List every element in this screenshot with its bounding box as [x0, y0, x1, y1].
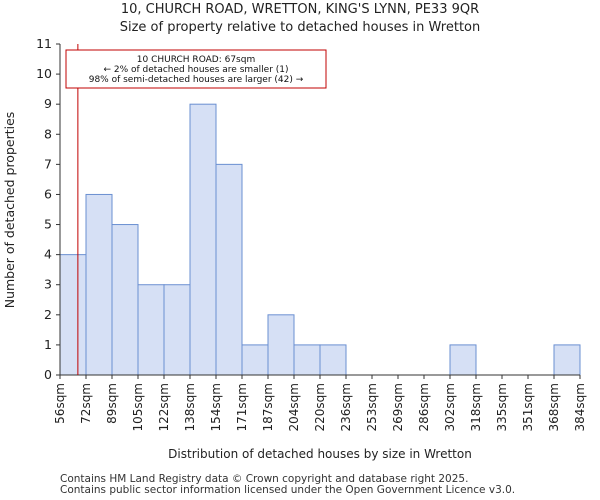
x-tick-label: 236sqm	[339, 383, 353, 431]
y-tick-label: 7	[44, 156, 52, 171]
y-tick-label: 6	[44, 186, 52, 201]
x-tick-label: 302sqm	[443, 383, 457, 431]
x-tick-label: 187sqm	[261, 383, 275, 431]
y-tick-label: 0	[44, 367, 52, 382]
x-tick-label: 171sqm	[235, 383, 249, 431]
bar-187sqm	[267, 314, 295, 376]
x-tick-label: 105sqm	[131, 383, 145, 431]
annotation-line-3: 98% of semi-detached houses are larger (…	[89, 75, 304, 85]
y-tick-label: 4	[44, 247, 52, 262]
bars-group	[59, 103, 581, 376]
bar-122sqm	[163, 284, 191, 376]
annotation-line-1: 10 CHURCH ROAD: 67sqm	[137, 55, 255, 65]
y-tick-label: 8	[44, 126, 52, 141]
footer-line-2: Contains public sector information licen…	[60, 484, 516, 496]
x-tick-label: 122sqm	[157, 383, 171, 431]
bar-105sqm	[137, 284, 165, 376]
y-axis-label: Number of detached properties	[2, 112, 17, 309]
x-tick-label: 253sqm	[365, 383, 379, 431]
x-tick-label: 286sqm	[417, 383, 431, 431]
bar-56sqm	[59, 254, 87, 376]
x-tick-label: 351sqm	[521, 383, 535, 431]
x-tick-label: 204sqm	[287, 383, 301, 431]
histogram-chart: 0 1 2 3 4 5 6 7 8 9 10 11 56sqm 72sqm 89sqm 105sqm 122s…	[2, 36, 587, 461]
x-tick-label: 318sqm	[469, 383, 483, 431]
x-axis: 56sqm 72sqm 89sqm 105sqm 122sqm 138sqm 154sqm 1…	[53, 375, 587, 431]
x-tick-label: 269sqm	[391, 383, 405, 431]
y-tick-label: 5	[44, 217, 52, 232]
bar-89sqm	[111, 224, 139, 376]
annotation-line-2: ← 2% of detached houses are smaller (1)	[103, 65, 288, 75]
bar-302sqm	[449, 344, 477, 376]
chart-title: 10, CHURCH ROAD, WRETTON, KING'S LYNN, P…	[120, 2, 480, 17]
bar-72sqm	[85, 193, 113, 376]
footer-line-1: Contains HM Land Registry data © Crown c…	[60, 473, 469, 485]
y-tick-label: 2	[44, 307, 52, 322]
x-tick-label: 89sqm	[105, 383, 119, 424]
y-tick-label: 11	[36, 36, 52, 51]
x-tick-label: 72sqm	[79, 383, 93, 424]
bar-204sqm	[293, 344, 321, 376]
x-tick-label: 368sqm	[547, 383, 561, 431]
x-tick-label: 220sqm	[313, 383, 327, 431]
bar-220sqm	[319, 344, 347, 376]
bar-154sqm	[215, 163, 243, 376]
y-axis: 0 1 2 3 4 5 6 7 8 9 10 11	[36, 36, 60, 382]
x-tick-label: 154sqm	[209, 383, 223, 431]
bar-368sqm	[553, 344, 581, 376]
bar-171sqm	[241, 344, 269, 376]
y-tick-label: 3	[44, 277, 52, 292]
x-tick-label: 335sqm	[495, 383, 509, 431]
annotation-box: 10 CHURCH ROAD: 67sqm ← 2% of detached h…	[65, 49, 327, 89]
y-tick-label: 1	[44, 337, 52, 352]
x-axis-label: Distribution of detached houses by size …	[168, 447, 472, 461]
x-tick-label: 56sqm	[53, 383, 67, 424]
y-tick-label: 10	[36, 66, 52, 81]
y-tick-label: 9	[44, 96, 52, 111]
x-tick-label: 384sqm	[573, 383, 587, 431]
bar-138sqm	[189, 103, 217, 376]
annotation-frame	[65, 49, 327, 89]
x-tick-label: 138sqm	[183, 383, 197, 431]
chart-subtitle: Size of property relative to detached ho…	[119, 20, 481, 35]
